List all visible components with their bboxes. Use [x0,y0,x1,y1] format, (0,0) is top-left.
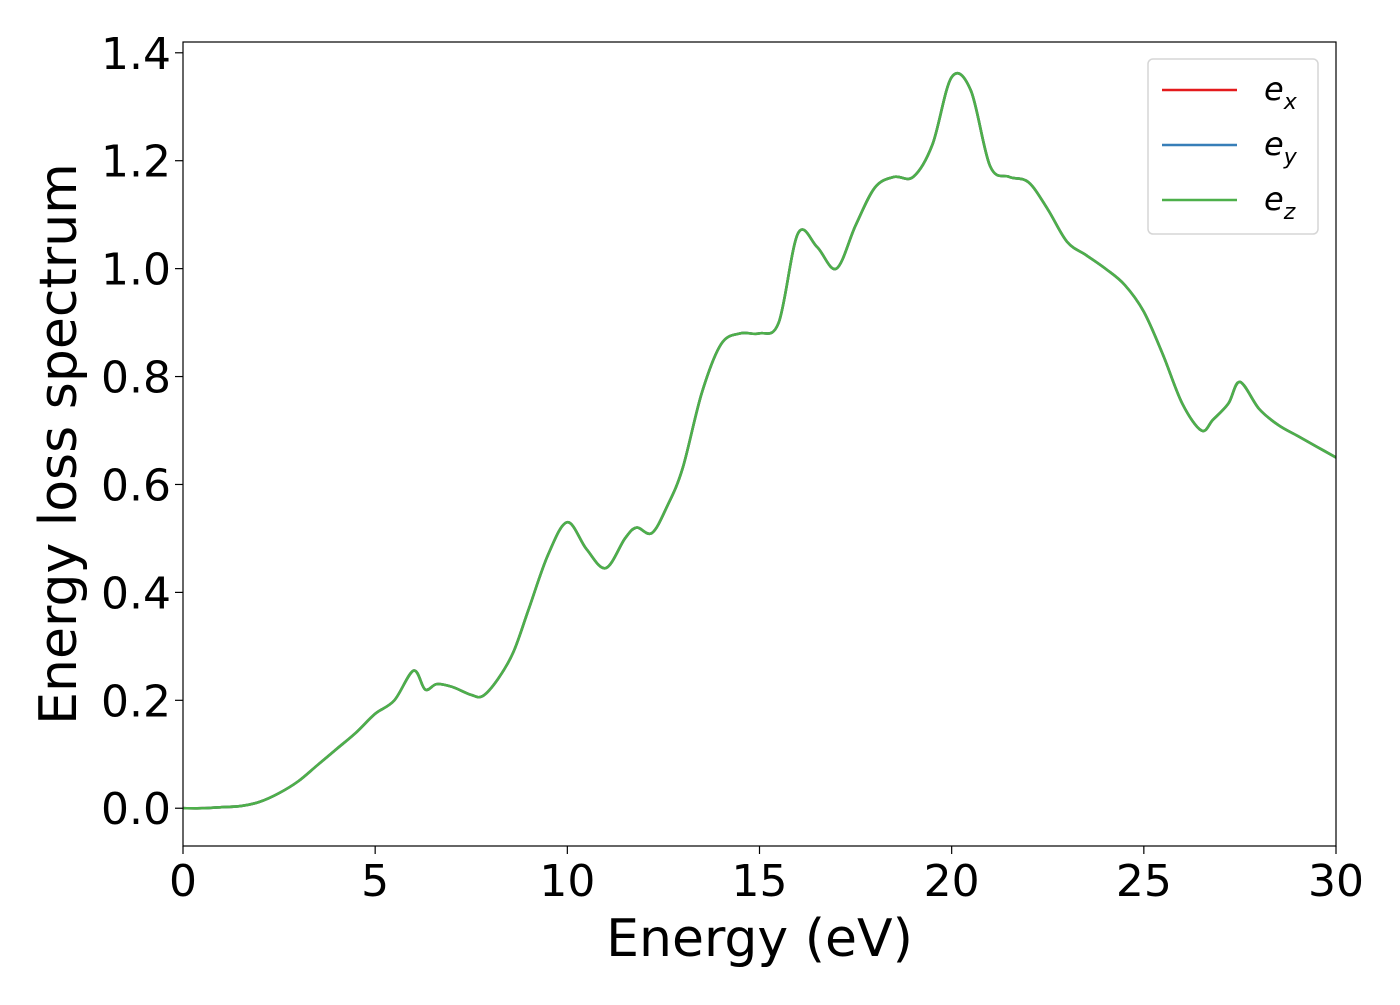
y-tick-label: 0.0 [101,784,171,835]
y-axis: 0.0 0.2 0.4 0.6 0.8 1.0 1.2 1.4 [101,29,183,835]
y-tick-label: 0.4 [101,568,171,619]
y-tick-label: 0.2 [101,676,171,727]
x-tick-label: 30 [1308,856,1364,907]
x-axis: 0 5 10 15 20 25 30 [169,846,1364,907]
y-tick-label: 0.8 [101,353,171,404]
y-tick-label: 1.4 [101,29,171,80]
x-axis-title: Energy (eV) [606,909,913,969]
x-tick-label: 10 [539,856,595,907]
y-tick-label: 0.6 [101,460,171,511]
x-tick-label: 0 [169,856,197,907]
legend-box [1147,58,1319,235]
series-line-e-z [183,72,1336,810]
x-tick-label: 15 [732,856,788,907]
y-tick-label: 1.2 [101,137,171,188]
x-tick-label: 5 [361,856,389,907]
y-tick-label: 1.0 [101,245,171,296]
x-tick-label: 25 [1116,856,1172,907]
y-axis-title: Energy loss spectrum [29,163,89,725]
x-tick-label: 20 [924,856,980,907]
series-layer [183,72,1336,810]
